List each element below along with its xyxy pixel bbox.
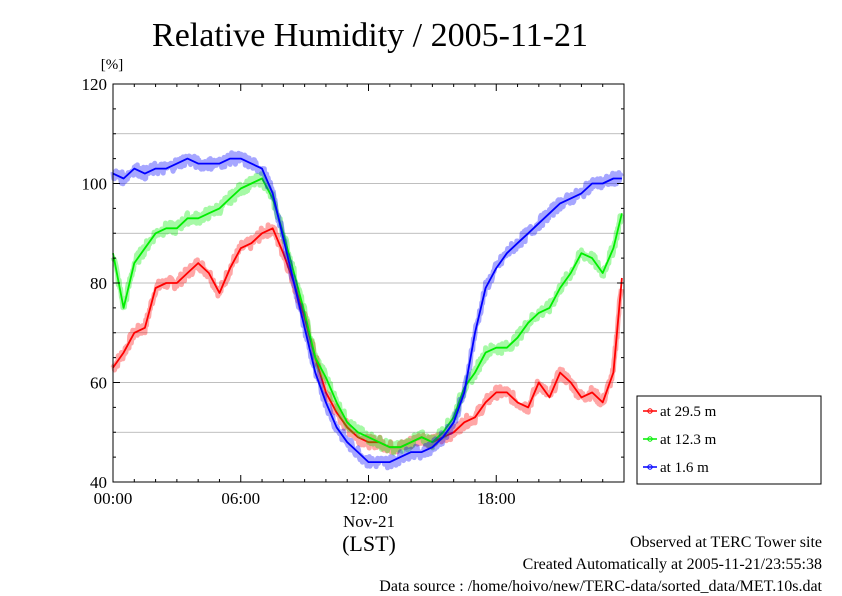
x-tick-label: 12:00 bbox=[349, 489, 388, 508]
legend-marker bbox=[647, 436, 653, 442]
footer-created: Created Automatically at 2005-11-21/23:5… bbox=[522, 556, 822, 573]
x-tick-label: 06:00 bbox=[221, 489, 260, 508]
legend-label: at 12.3 m bbox=[660, 432, 717, 448]
legend-label: at 29.5 m bbox=[660, 404, 717, 420]
y-tick-label: 40 bbox=[90, 473, 107, 492]
y-tick-label: 100 bbox=[82, 175, 108, 194]
footer-source: Data source : /home/hoivo/new/TERC-data/… bbox=[379, 578, 822, 595]
footer-observed: Observed at TERC Tower site bbox=[629, 534, 822, 551]
legend-box bbox=[636, 395, 822, 485]
series-1 bbox=[110, 171, 624, 456]
series-lines bbox=[110, 150, 624, 471]
grid-lines bbox=[113, 133, 624, 433]
x-axis-ticks: 00:00 06:00 12:00 18:00 bbox=[94, 84, 625, 508]
chart-title: Relative Humidity / 2005-11-21 bbox=[152, 17, 588, 54]
y-tick-label: 120 bbox=[82, 75, 108, 94]
series-line bbox=[112, 177, 623, 449]
y-axis-ticks: 40 60 80 100 120 bbox=[82, 75, 624, 492]
series-0 bbox=[110, 222, 624, 455]
legend-marker bbox=[647, 464, 653, 470]
y-tick-label: 80 bbox=[90, 274, 107, 293]
legend-label: at 1.6 m bbox=[660, 460, 709, 476]
x-tick-label: 18:00 bbox=[477, 489, 516, 508]
series-line bbox=[112, 157, 622, 463]
series-halo bbox=[110, 222, 624, 455]
x-axis-label: (LST) bbox=[342, 531, 396, 556]
legend: at 29.5 m at 12.3 m at 1.6 m bbox=[636, 395, 822, 485]
legend-marker bbox=[647, 408, 653, 414]
series-line bbox=[112, 227, 623, 449]
y-axis-label: [%] bbox=[101, 57, 124, 73]
x-date-label: Nov-21 bbox=[343, 512, 395, 531]
y-tick-label: 60 bbox=[90, 374, 107, 393]
series-2 bbox=[110, 150, 624, 471]
x-tick-label: 00:00 bbox=[94, 489, 133, 508]
